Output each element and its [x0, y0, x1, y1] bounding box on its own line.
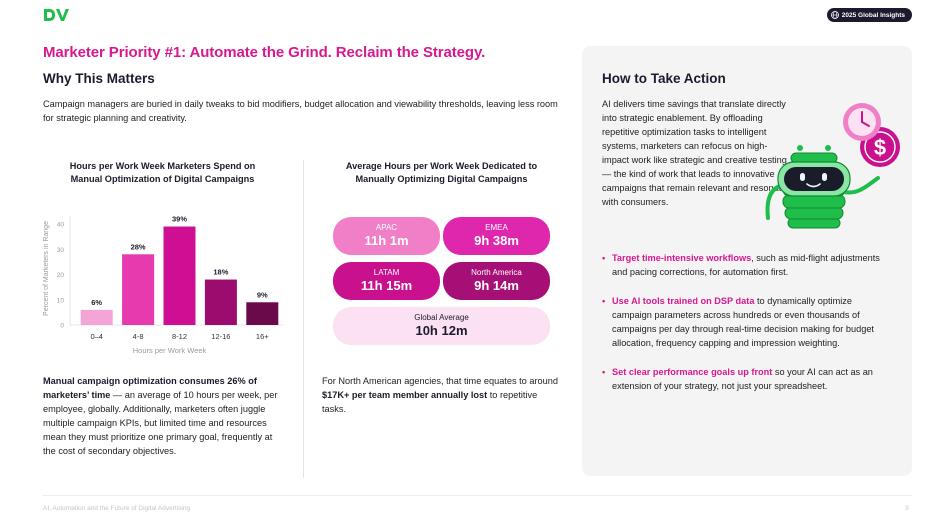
region-label: LATAM — [373, 268, 400, 277]
region-label: EMEA — [485, 223, 508, 232]
action-intro: AI delivers time savings that translate … — [602, 99, 787, 207]
region-value: 9h 14m — [474, 278, 519, 293]
footer-title: AI, Automation and the Future of Digital… — [43, 505, 191, 512]
bar-value-label: 18% — [213, 268, 228, 277]
robot-clock-dollar-icon: $ — [765, 103, 900, 229]
bullet-highlight: Use AI tools trained on DSP data — [612, 296, 755, 306]
region-label: Global Average — [414, 313, 469, 322]
region-pill-global-average: Global Average 10h 12m — [333, 307, 550, 345]
region-value: 11h 15m — [360, 278, 413, 293]
x-tick-label: 4-8 — [133, 332, 144, 341]
left-summary-rest: — an average of 10 hours per week, per e… — [43, 390, 278, 456]
region-label: North America — [471, 268, 522, 277]
bullet-text: so your AI can act as an extension of yo… — [612, 367, 873, 391]
x-tick-label: 0–4 — [90, 332, 103, 341]
action-bullet-item: • Target time-intensive workflows, such a… — [602, 251, 894, 279]
bar-1 — [80, 309, 113, 325]
intro-text: Campaign managers are buried in daily tw… — [43, 99, 558, 123]
y-tick-label: 10 — [57, 297, 65, 304]
badge-label: 2025 Global Insights — [841, 11, 905, 19]
y-axis-label: Percent of Marketers in Range — [43, 221, 50, 316]
mid-summary-text: For North American agencies, that time e… — [322, 374, 562, 416]
footer-divider — [43, 495, 912, 496]
bar-2 — [122, 254, 155, 325]
bullet-dot-icon: • — [602, 296, 606, 306]
x-tick-label: 12-16 — [211, 332, 230, 341]
bullet-dot-icon: • — [602, 367, 606, 377]
chart1-title: Hours per Work Week Marketers Spend on M… — [69, 161, 256, 184]
left-summary-text: Manual campaign optimization consumes 26… — [43, 374, 283, 458]
mid-summary-bold: $17K+ per team member annually lost — [322, 390, 488, 400]
bar-value-label: 28% — [131, 242, 146, 251]
region-pill-emea: EMEA 9h 38m — [443, 217, 550, 255]
bar-value-label: 39% — [172, 215, 187, 224]
x-axis-label: Hours per Work Week — [133, 346, 207, 355]
bullet-dot-icon: • — [602, 253, 606, 263]
bullet-text: , such as mid-flight adjustments and pac… — [612, 253, 880, 277]
bar-5 — [246, 302, 279, 325]
section-title: Why This Matters — [43, 71, 155, 86]
action-bullet-item: • Use AI tools trained on DSP data to dyn… — [602, 294, 894, 350]
page-title: Marketer Priority #1: Automate the Grind… — [43, 44, 486, 61]
dv-logo — [44, 9, 69, 21]
hours-bar-chart: 0 10 20 30 40 Percent of Marketers in Range 6%… — [43, 215, 283, 355]
action-bullet-item: • Set clear performance goals up front so… — [602, 365, 894, 393]
globe-icon — [830, 11, 839, 19]
region-pill-apac: APAC 11h 1m — [333, 217, 440, 255]
page-number: 3 — [905, 505, 909, 512]
bullet-text: to dynamically optimize campaign paramet… — [612, 296, 874, 348]
mid-summary-pre: For North American agencies, that time e… — [322, 376, 558, 386]
y-tick-label: 20 — [57, 272, 65, 279]
bar-4 — [204, 279, 237, 325]
mid-summary-post: to repetitive tasks. — [322, 390, 538, 414]
svg-text:$: $ — [874, 135, 886, 160]
bar-3 — [163, 226, 196, 325]
bullet-highlight: Target time-intensive workflows — [612, 253, 752, 263]
bar-value-label: 6% — [91, 298, 102, 307]
region-value: 10h 12m — [415, 323, 468, 338]
y-tick-label: 0 — [60, 323, 64, 330]
x-tick-label: 8-12 — [172, 332, 187, 341]
region-value: 9h 38m — [474, 233, 519, 248]
chart2-title: Average Hours per Work Week Dedicated to… — [345, 161, 538, 184]
action-bullets: • Target time-intensive workflows, such a… — [602, 251, 894, 408]
y-tick-label: 40 — [57, 222, 65, 229]
region-label: APAC — [375, 223, 398, 232]
bar-value-label: 9% — [257, 290, 268, 299]
x-tick-label: 16+ — [256, 332, 269, 341]
left-summary-bold: Manual campaign optimization consumes 26… — [43, 376, 257, 400]
action-title: How to Take Action — [602, 71, 726, 86]
column-divider — [303, 160, 304, 478]
insights-badge: 2025 Global Insights — [826, 8, 912, 22]
bullet-highlight: Set clear performance goals up front — [612, 367, 773, 377]
region-pill-north-america: North America 9h 14m — [443, 262, 550, 300]
y-tick-label: 30 — [57, 247, 65, 254]
region-value: 11h 1m — [364, 233, 409, 248]
region-pill-latam: LATAM 11h 15m — [333, 262, 440, 300]
